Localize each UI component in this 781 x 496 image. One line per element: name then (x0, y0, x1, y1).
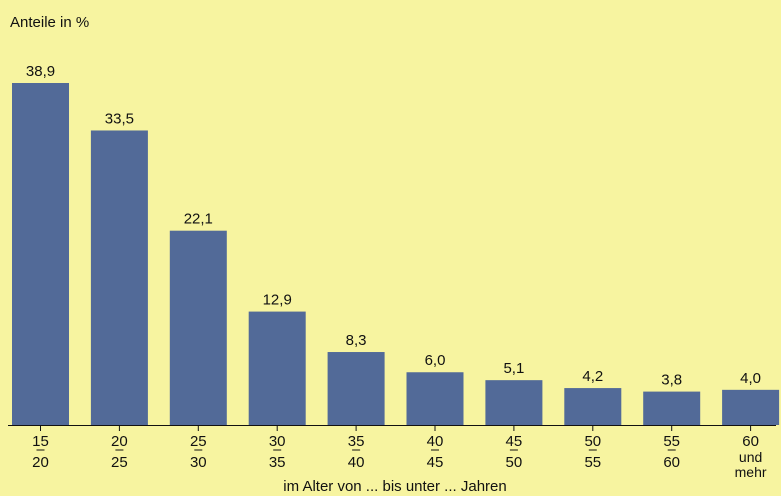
x-tick-label-top: 40 (427, 433, 444, 450)
x-axis-label: im Alter von ... bis unter ... Jahren (283, 478, 506, 495)
bar-value-label: 8,3 (346, 332, 367, 349)
bar (327, 352, 385, 425)
x-tick-label-bottom: 60 (663, 454, 680, 471)
bar-value-label: 3,8 (661, 372, 682, 389)
bar (643, 391, 701, 425)
x-tick-label-bottom: 30 (190, 454, 207, 471)
bar (169, 230, 227, 425)
x-tick-label-bottom: 45 (427, 454, 444, 471)
x-tick-label-top: 20 (111, 433, 128, 450)
x-tick-label-bottom: und mehr (735, 449, 767, 480)
bar-value-label: 4,2 (582, 368, 603, 385)
x-tick-label-bottom: 55 (584, 454, 601, 471)
x-tick-label-bottom: 35 (269, 454, 286, 471)
bar (485, 380, 543, 425)
y-axis-label: Anteile in % (10, 14, 89, 31)
bar (90, 130, 148, 425)
x-tick-label-bottom: 25 (111, 454, 128, 471)
x-tick-label-top: 50 (584, 433, 601, 450)
bars-layer: 38,9 33,5 22,1 12,9 8,3 6,0 5,1 4,2 3,8 4,0 (12, 63, 780, 425)
bar-value-label: 4,0 (740, 370, 761, 387)
x-tick-layer: 15202025253030353540404545505055556060un… (32, 425, 767, 480)
bar-value-label: 33,5 (105, 110, 134, 127)
x-tick-label-top: 35 (348, 433, 365, 450)
bar-value-label: 6,0 (425, 352, 446, 369)
x-tick-label-top: 45 (506, 433, 523, 450)
x-tick-label-bottom: 50 (506, 454, 523, 471)
x-tick-label-bottom: 20 (32, 454, 49, 471)
bar-value-label: 5,1 (503, 360, 524, 377)
x-tick-label-top: 15 (32, 433, 49, 450)
bar-value-label: 12,9 (263, 292, 292, 309)
bar-value-label: 22,1 (184, 211, 213, 228)
bar (248, 311, 306, 425)
bar-value-label: 38,9 (26, 63, 55, 80)
x-tick-label-top: 30 (269, 433, 286, 450)
bar (722, 389, 780, 425)
bar (564, 388, 622, 425)
bar (406, 372, 464, 425)
x-tick-label-bottom: 40 (348, 454, 365, 471)
x-tick-label-top: 55 (663, 433, 680, 450)
x-tick-label-top: 60 (742, 433, 759, 450)
bar (12, 83, 69, 425)
x-tick-label-top: 25 (190, 433, 207, 450)
